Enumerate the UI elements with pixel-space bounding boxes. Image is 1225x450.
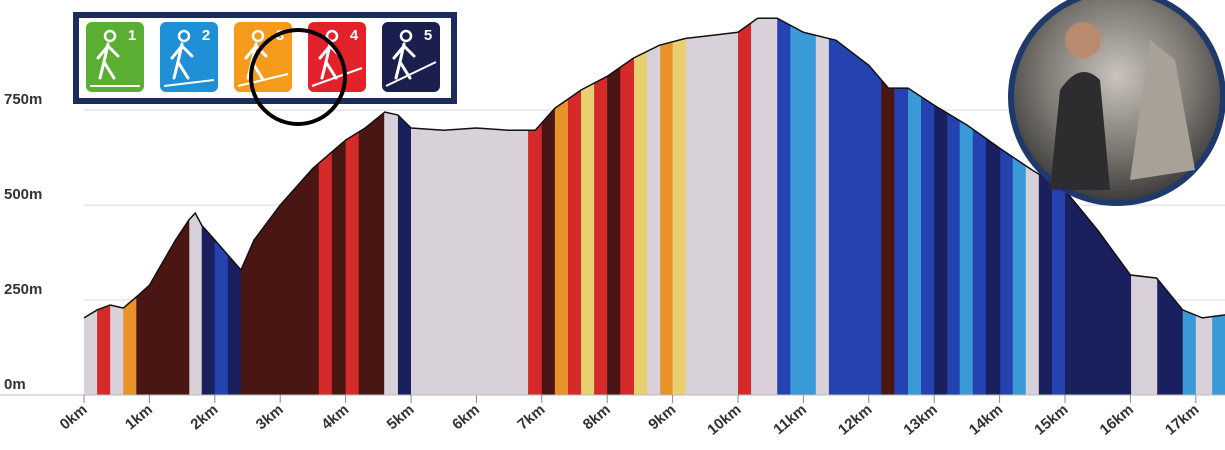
slope-line bbox=[385, 61, 437, 87]
avatar bbox=[1008, 0, 1225, 206]
y-tick-label: 250m bbox=[4, 281, 42, 298]
segment-band bbox=[594, 18, 608, 395]
segment-band bbox=[751, 18, 778, 395]
segment-band bbox=[554, 18, 569, 395]
segment-band bbox=[672, 18, 687, 395]
segment-band bbox=[528, 18, 543, 395]
segment-band bbox=[634, 18, 648, 395]
segment-band bbox=[815, 18, 830, 395]
slope-line bbox=[163, 79, 215, 87]
segment-band bbox=[660, 18, 674, 395]
y-tick-label: 0m bbox=[4, 376, 26, 393]
x-tick-label: 1km bbox=[122, 401, 156, 433]
x-tick-label: 15km bbox=[1031, 401, 1071, 439]
hiker-head bbox=[399, 29, 413, 43]
x-tick-label: 13km bbox=[900, 401, 940, 439]
x-tick-label: 3km bbox=[253, 401, 287, 433]
x-tick-label: 4km bbox=[318, 401, 352, 433]
segment-band bbox=[828, 18, 882, 395]
hiker-body bbox=[96, 42, 120, 80]
segment-band bbox=[894, 18, 909, 395]
x-tick-label: 16km bbox=[1097, 401, 1137, 439]
y-tick-label: 500m bbox=[4, 186, 42, 203]
slope-line bbox=[311, 67, 363, 87]
x-tick-label: 2km bbox=[187, 401, 221, 433]
hiker-body bbox=[318, 42, 342, 80]
x-tick-label: 17km bbox=[1162, 401, 1202, 439]
elevation-line bbox=[83, 17, 1225, 319]
segment-band bbox=[934, 18, 948, 395]
legend-label: 4 bbox=[350, 27, 359, 44]
x-tick-label: 14km bbox=[966, 401, 1006, 439]
avatar-cairn bbox=[1130, 40, 1195, 180]
hiker-head bbox=[325, 29, 339, 43]
x-tick-label: 9km bbox=[645, 401, 679, 433]
hiker-head bbox=[251, 29, 265, 43]
segment-band bbox=[738, 18, 752, 395]
legend-label: 1 bbox=[128, 27, 136, 44]
highlight-circle bbox=[249, 28, 347, 126]
x-tick-label: 0km bbox=[57, 401, 91, 433]
slope-line bbox=[237, 73, 289, 87]
segment-band bbox=[685, 18, 739, 395]
segment-band bbox=[790, 18, 817, 395]
segment-band bbox=[972, 18, 987, 395]
hiker-body bbox=[170, 42, 194, 80]
segment-band bbox=[947, 18, 961, 395]
segment-band bbox=[959, 18, 974, 395]
x-tick-label: 5km bbox=[384, 401, 418, 433]
x-tick-label: 6km bbox=[449, 401, 483, 433]
x-tick-label: 8km bbox=[580, 401, 614, 433]
hiker-body bbox=[392, 42, 416, 80]
segment-band bbox=[567, 18, 582, 395]
segment-band bbox=[777, 18, 791, 395]
segment-band bbox=[647, 18, 661, 395]
x-tick-label: 12km bbox=[835, 401, 875, 439]
avatar-photo bbox=[1008, 0, 1225, 206]
avatar-figure bbox=[1050, 72, 1110, 190]
x-tick-label: 10km bbox=[704, 401, 744, 439]
segment-band bbox=[921, 18, 935, 395]
segment-band bbox=[541, 18, 556, 395]
legend-label: 2 bbox=[202, 27, 210, 44]
hiker-head bbox=[177, 29, 191, 43]
segment-band bbox=[881, 18, 895, 395]
y-tick-label: 750m bbox=[4, 91, 42, 108]
segment-band bbox=[985, 18, 1001, 395]
segment-band bbox=[581, 18, 595, 395]
x-tick-label: 11km bbox=[770, 401, 810, 438]
avatar-head bbox=[1065, 22, 1101, 58]
segment-band bbox=[1000, 18, 1014, 395]
segment-band bbox=[607, 18, 621, 395]
legend-label: 5 bbox=[424, 27, 432, 44]
segment-band bbox=[620, 18, 635, 395]
x-tick-label: 7km bbox=[514, 401, 548, 433]
hiker-head bbox=[103, 29, 117, 43]
segment-band bbox=[908, 18, 922, 395]
